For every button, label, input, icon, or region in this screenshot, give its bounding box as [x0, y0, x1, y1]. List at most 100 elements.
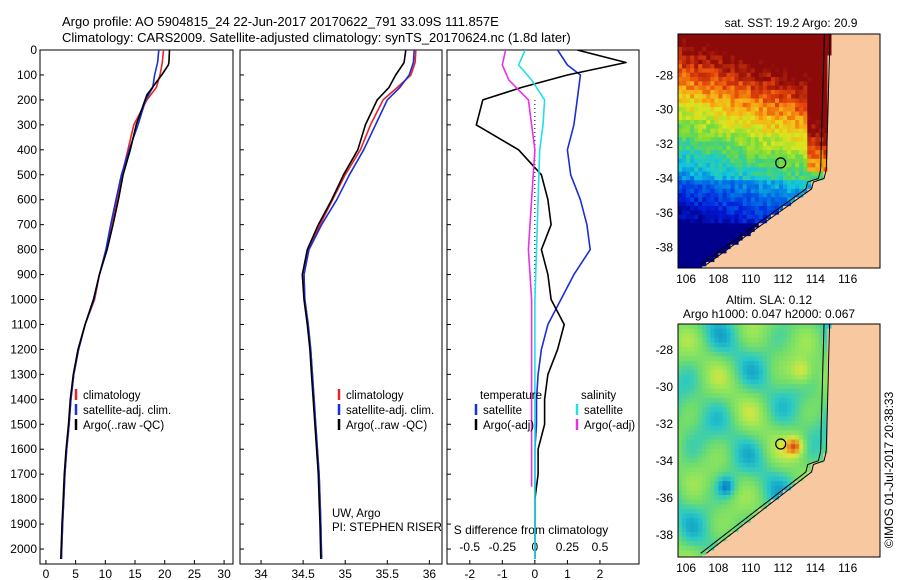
lon-tick-label: 114: [806, 561, 825, 575]
lat-tick-label: -28: [656, 68, 674, 82]
depth-tick-label: 800: [17, 243, 37, 257]
lat-tick-label: -32: [656, 137, 674, 151]
x-tick-label: 5: [72, 567, 79, 580]
x-tick-label: 35.5: [376, 567, 400, 580]
sla-map-title: Altim. SLA: 0.12: [726, 293, 812, 307]
depth-tick-label: 500: [17, 168, 37, 182]
depth-tick-label: 1800: [10, 492, 37, 506]
sla-map-field: [678, 324, 880, 557]
sla-map-subtitle: Argo h1000: 0.047 h2000: 0.067: [683, 307, 855, 321]
legend-entry: Argo(-adj): [584, 420, 635, 432]
depth-tick-label: 0: [30, 43, 37, 57]
depth-tick-label: 1400: [10, 392, 37, 406]
lon-tick-label: 114: [806, 272, 825, 286]
depth-tick-label: 1600: [10, 442, 37, 456]
difference-series-line-3: [501, 50, 536, 487]
pi-annotation: PI: STEPHEN RISER: [332, 522, 442, 534]
legend-entry: Argo(..raw -QC): [83, 420, 164, 432]
pi-annotation: UW, Argo: [332, 508, 381, 520]
lon-tick-label: 112: [773, 272, 792, 286]
legend-entry: Argo(..raw -QC): [346, 420, 427, 432]
legend-entry: satellite-adj. clim.: [346, 405, 434, 417]
coastline-contour: [706, 324, 831, 554]
header-line2: Climatology: CARS2009. Satellite-adjuste…: [62, 30, 571, 45]
lon-tick-label: 106: [676, 561, 696, 575]
lat-tick-label: -36: [656, 491, 674, 505]
depth-tick-label: 1100: [11, 317, 37, 331]
lon-tick-label: 110: [741, 272, 760, 286]
x-tick-label: -1: [497, 567, 508, 580]
depth-tick-label: 2000: [10, 542, 37, 556]
lon-tick-label: 108: [708, 272, 728, 286]
depth-tick-label: 900: [17, 268, 37, 282]
lon-tick-label: 108: [708, 561, 728, 575]
lat-tick-label: -34: [656, 172, 674, 186]
sla-map-frame: [677, 323, 881, 558]
x-tick-label: 34.5: [291, 567, 315, 580]
salinity-panel: 3434.53535.536salinityclimatologysatelli…: [239, 49, 443, 580]
lat-tick-label: -32: [656, 417, 674, 431]
lon-tick-label: 116: [838, 272, 857, 286]
lat-tick-label: -38: [656, 240, 674, 254]
lon-tick-label: 112: [773, 561, 792, 575]
sla-map-panel: 106 108 110 112 114 116 -28 -30 -32 -34 -36 -38 Alti…: [656, 293, 881, 575]
sst-map-field: [678, 34, 880, 268]
x-tick-label: 15: [128, 567, 142, 580]
difference-plot-frame: [446, 49, 640, 565]
x-tick-label: 30: [217, 567, 231, 580]
x-tick-label: 1: [564, 567, 571, 580]
lat-tick-label: -36: [656, 206, 674, 220]
x-tick-label: 0: [532, 567, 539, 580]
x-tick-label: 2: [597, 567, 604, 580]
sst-map-frame: [677, 33, 881, 269]
x-tick-label: 20: [158, 567, 172, 580]
legend-entry: temperature: [480, 390, 542, 402]
coastline-contour: [700, 324, 825, 554]
sst-map-panel: 106 108 110 112 114 116 -28 -30 -32 -34 -36 -38 sat.…: [656, 16, 881, 286]
legend-entry: climatology: [346, 390, 404, 402]
s-diff-label: S difference from climatology: [454, 523, 609, 537]
x-tick-label: 36: [423, 567, 437, 580]
legend-entry: Argo(-adj): [483, 420, 534, 432]
depth-tick-label: 300: [17, 118, 37, 132]
lon-tick-label: 110: [741, 561, 760, 575]
x-tick-label: 0: [43, 567, 50, 580]
lat-tick-label: -30: [656, 103, 674, 117]
x-tick-label: 35: [339, 567, 353, 580]
lat-tick-label: -34: [656, 454, 674, 468]
lat-tick-label: -30: [656, 380, 674, 394]
x-tick-label: 10: [99, 567, 113, 580]
depth-tick-label: 700: [17, 218, 37, 232]
s-diff-tick-label: -0.5: [459, 540, 480, 554]
depth-tick-label: 400: [17, 143, 37, 157]
legend-entry: climatology: [83, 390, 141, 402]
depth-tick-label: 1300: [10, 367, 37, 381]
argo-position-marker: [775, 157, 787, 169]
temperature-panel: 0100200300400500600700800900100011001200…: [10, 43, 234, 580]
lat-tick-label: -38: [656, 528, 674, 542]
legend-entry: satellite-adj. clim.: [83, 405, 171, 417]
salinity-series-line-2: [301, 50, 407, 560]
temperature-plot-frame: [39, 49, 234, 565]
depth-tick-label: 1700: [10, 467, 37, 481]
salinity-plot-frame: [239, 49, 443, 565]
depth-tick-label: 1900: [10, 517, 37, 531]
x-tick-label: 34: [254, 567, 268, 580]
sst-map-title: sat. SST: 19.2 Argo: 20.9: [725, 16, 858, 30]
s-diff-tick-label: 0.25: [556, 540, 580, 554]
depth-tick-label: 1500: [10, 417, 37, 431]
coastline-contour: [700, 34, 825, 266]
difference-series-line-1: [475, 50, 627, 559]
depth-tick-label: 200: [17, 93, 37, 107]
legend-entry: salinity: [581, 390, 616, 402]
lat-tick-label: -28: [656, 343, 674, 357]
imos-credit: ©IMOS 01-Jul-2017 20:38:33: [882, 391, 896, 548]
header-line1: Argo profile: AO 5904815_24 22-Jun-2017 …: [62, 14, 499, 29]
s-diff-tick-label: 0.5: [592, 540, 609, 554]
argo-position-marker: [775, 438, 787, 450]
lon-tick-label: 116: [838, 561, 857, 575]
temperature-series-line-2: [60, 50, 171, 560]
depth-tick-label: 1000: [10, 293, 37, 307]
depth-tick-label: 600: [17, 193, 37, 207]
